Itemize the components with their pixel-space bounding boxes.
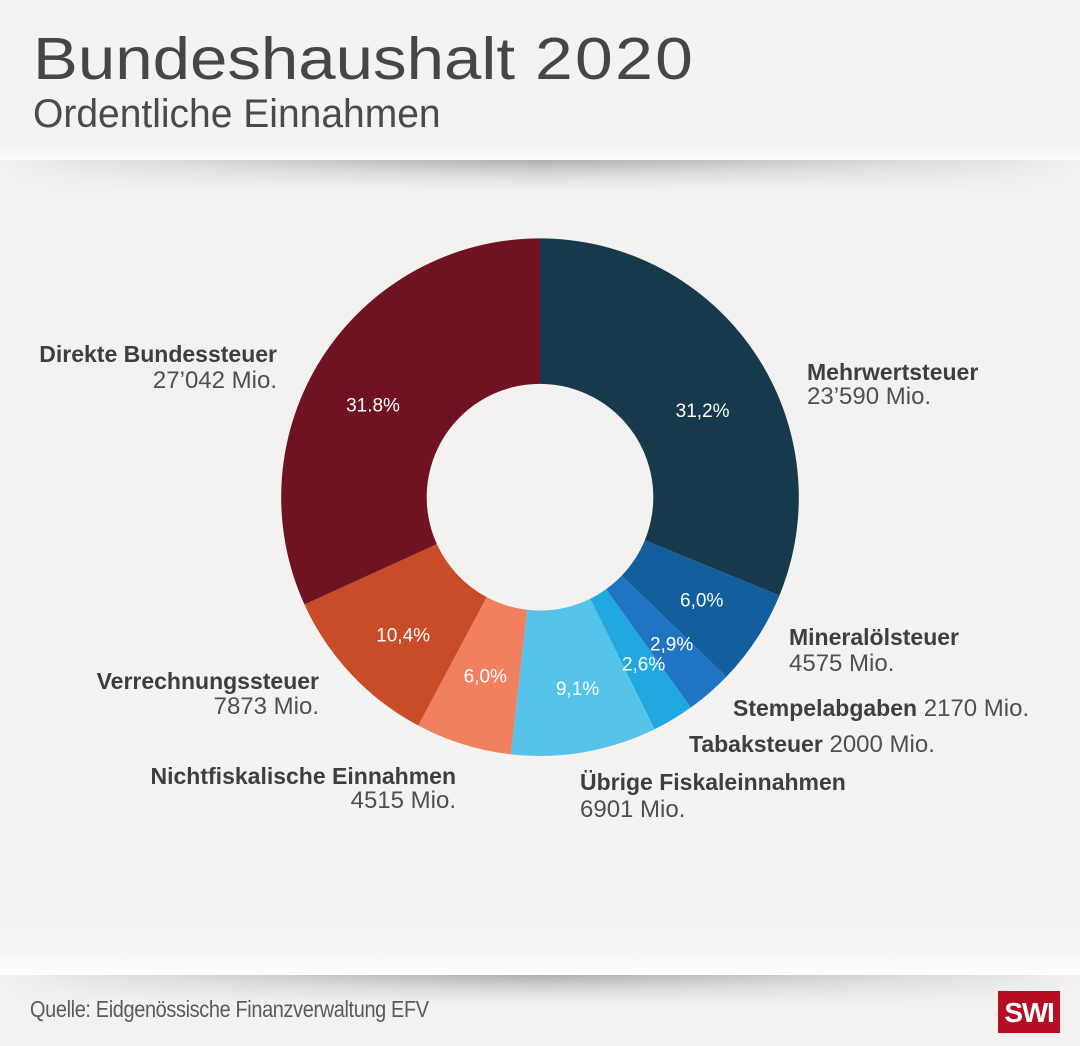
svg-text:31.8%: 31.8% xyxy=(346,395,400,416)
svg-text:9,1%: 9,1% xyxy=(556,679,599,700)
svg-text:10,4%: 10,4% xyxy=(376,625,430,646)
svg-text:6,0%: 6,0% xyxy=(680,591,723,612)
svg-text:2,6%: 2,6% xyxy=(622,655,665,676)
svg-text:31,2%: 31,2% xyxy=(676,401,730,422)
svg-text:2,9%: 2,9% xyxy=(650,635,693,656)
svg-text:6,0%: 6,0% xyxy=(464,667,507,688)
